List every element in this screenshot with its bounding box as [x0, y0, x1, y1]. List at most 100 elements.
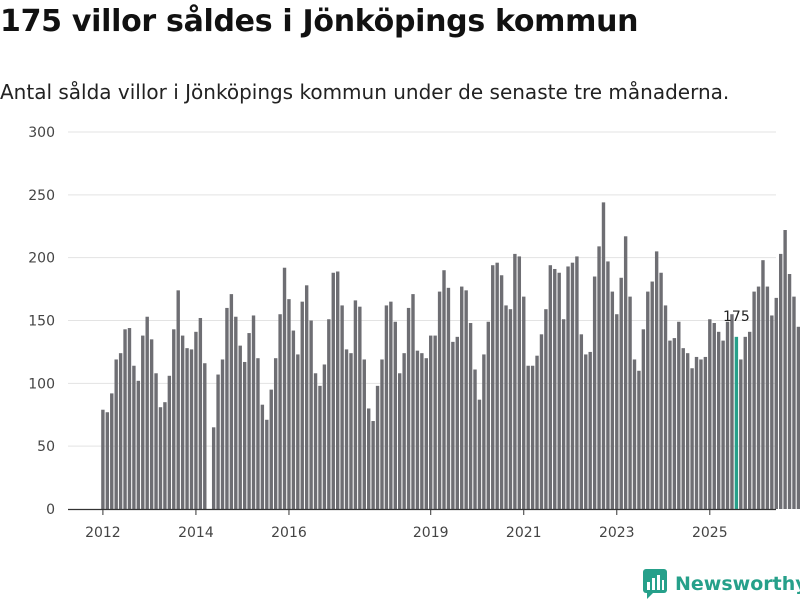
- bar: [553, 268, 557, 509]
- bar: [251, 315, 256, 509]
- bar: [242, 361, 247, 509]
- bar: [211, 427, 216, 509]
- bar: [300, 301, 304, 509]
- bar: [424, 358, 428, 509]
- bar: [513, 253, 517, 509]
- bar: [127, 328, 132, 509]
- bar: [353, 300, 358, 509]
- bar: [247, 333, 251, 509]
- bar: [322, 364, 327, 509]
- bar-highlighted: [734, 336, 739, 509]
- bar: [504, 305, 508, 509]
- bar: [225, 307, 229, 509]
- bar: [747, 331, 752, 509]
- bar: [588, 351, 592, 509]
- bar: [783, 230, 787, 509]
- bar: [539, 334, 544, 509]
- bar: [269, 389, 273, 509]
- bar: [522, 296, 526, 509]
- y-tick-label: 50: [37, 439, 55, 455]
- bar: [526, 365, 530, 509]
- x-tick-label: 2019: [413, 525, 449, 541]
- bar: [787, 274, 792, 509]
- bar: [575, 256, 579, 509]
- x-tick-label: 2012: [85, 525, 121, 541]
- bar: [708, 319, 712, 509]
- bar: [482, 354, 486, 509]
- bar: [349, 353, 353, 509]
- bar: [114, 359, 118, 509]
- bar: [654, 251, 659, 509]
- bar: [278, 314, 282, 509]
- bar: [260, 404, 265, 509]
- bar: [358, 306, 362, 509]
- bar: [570, 262, 575, 509]
- bar: [725, 321, 730, 509]
- bar: [282, 267, 287, 509]
- bar: [464, 290, 468, 509]
- bar: [433, 335, 437, 509]
- bar: [185, 348, 189, 509]
- bar: [154, 373, 158, 509]
- bar: [176, 290, 180, 509]
- bar: [677, 321, 681, 509]
- bar: [362, 359, 366, 509]
- bar: [699, 359, 703, 509]
- bar: [123, 329, 127, 509]
- bar: [380, 359, 384, 509]
- bar: [291, 330, 296, 509]
- bar: [557, 272, 561, 509]
- bar: [132, 365, 136, 509]
- bar: [561, 319, 566, 509]
- bar: [402, 353, 406, 509]
- bar: [220, 359, 225, 509]
- y-tick-label: 100: [28, 376, 55, 392]
- bar: [601, 202, 606, 509]
- bar: [486, 321, 491, 509]
- bar: [335, 271, 340, 509]
- bar: [473, 369, 477, 509]
- x-tick-label: 2016: [271, 525, 307, 541]
- bar: [535, 355, 539, 509]
- bar: [721, 340, 725, 509]
- bar: [158, 407, 163, 509]
- bar: [739, 359, 743, 509]
- bar: [632, 359, 637, 509]
- bar: [761, 260, 765, 509]
- bar: [765, 286, 770, 509]
- bar: [610, 291, 615, 509]
- bar: [774, 297, 778, 509]
- bar: [163, 402, 167, 509]
- bar: [637, 370, 641, 509]
- bar: [663, 305, 668, 509]
- bar: [778, 253, 783, 509]
- bar: [304, 285, 309, 509]
- bar: [429, 335, 433, 509]
- chart-title: 175 villor såldes i Jönköpings kommun: [0, 4, 639, 39]
- bar: [118, 353, 123, 509]
- bar: [442, 270, 446, 509]
- bar: [172, 329, 176, 509]
- y-tick-label: 200: [28, 251, 55, 267]
- bar: [694, 356, 699, 509]
- y-tick-label: 250: [28, 188, 55, 204]
- bar: [141, 335, 145, 509]
- bar: [318, 385, 322, 509]
- bar: [517, 256, 522, 509]
- bar: [592, 276, 597, 509]
- bar: [105, 412, 110, 509]
- bar: [415, 350, 420, 509]
- bar: [672, 338, 677, 509]
- bar: [216, 374, 220, 509]
- bar: [167, 375, 172, 509]
- bar: [650, 281, 654, 509]
- bar: [313, 373, 318, 509]
- bar: [371, 421, 375, 509]
- newsworthy-logo-icon: [643, 569, 667, 599]
- bar: [623, 236, 628, 510]
- bar: [460, 286, 464, 509]
- bar: [389, 301, 393, 509]
- chart-subtitle: Antal sålda villor i Jönköpings kommun u…: [0, 80, 730, 104]
- y-axis-ticks: 0 50 100 150 200 250 300: [28, 125, 55, 518]
